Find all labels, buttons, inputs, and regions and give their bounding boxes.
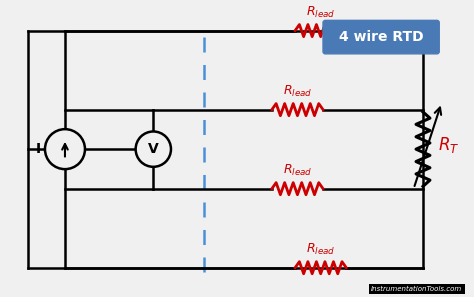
Circle shape xyxy=(136,132,171,167)
Text: 4 wire RTD: 4 wire RTD xyxy=(339,30,423,44)
Text: $R_{lead}$: $R_{lead}$ xyxy=(306,242,336,257)
Text: $R_{lead}$: $R_{lead}$ xyxy=(306,5,336,20)
Circle shape xyxy=(45,129,85,169)
Text: InstrumentationTools.com: InstrumentationTools.com xyxy=(371,286,463,292)
Text: V: V xyxy=(148,142,159,156)
Text: $R_{lead}$: $R_{lead}$ xyxy=(283,84,312,99)
Text: $R_{lead}$: $R_{lead}$ xyxy=(283,163,312,178)
Text: $R_T$: $R_T$ xyxy=(438,135,459,154)
FancyBboxPatch shape xyxy=(323,20,439,54)
Text: I: I xyxy=(36,142,41,156)
